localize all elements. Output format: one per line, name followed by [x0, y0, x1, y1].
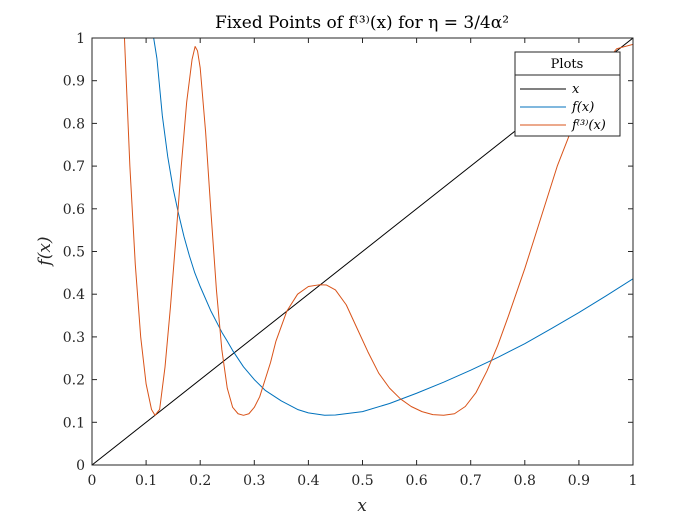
y-axis-label: f(x) — [35, 236, 55, 267]
x-tick-label: 0.8 — [514, 473, 536, 489]
series-line-f3x — [123, 38, 633, 416]
x-tick-label: 0.5 — [351, 473, 373, 489]
legend-label-x: x — [572, 82, 580, 97]
x-tick-label: 0.9 — [568, 473, 590, 489]
ticks-layer: 0 0.1 0.2 0.3 0.4 0.5 0.6 0.7 0.8 0.9 1 0 0.1 0.2 0.3 0… — [63, 31, 638, 489]
y-tick-label: 0.2 — [63, 373, 85, 389]
y-tick-label: 0.8 — [63, 116, 85, 132]
y-tick-label: 0.7 — [63, 159, 85, 175]
y-tick-label: 0.1 — [63, 415, 85, 431]
legend: Plots x f(x) f⁽³⁾(x) — [514, 51, 621, 137]
x-tick-label: 0.3 — [243, 473, 265, 489]
x-tick-label: 0.1 — [135, 473, 157, 489]
x-tick-label: 0 — [88, 473, 97, 489]
x-axis-label: x — [357, 496, 367, 516]
plot-box — [91, 37, 634, 466]
y-tick-label: 0 — [76, 458, 85, 474]
y-tick-label: 0.6 — [63, 202, 85, 218]
y-tick-label: 0.4 — [63, 287, 85, 303]
legend-box — [514, 51, 621, 137]
x-tick-label: 0.6 — [405, 473, 427, 489]
y-tick-label: 0.3 — [63, 330, 85, 346]
y-tick-label: 0.5 — [63, 245, 85, 261]
x-tick-label: 0.2 — [189, 473, 211, 489]
series-line-fx — [153, 38, 633, 416]
y-tick-label: 1 — [76, 31, 85, 47]
legend-label-fx: f(x) — [571, 100, 594, 115]
legend-label-f3x: f⁽³⁾(x) — [571, 118, 606, 133]
x-tick-label: 0.7 — [460, 473, 482, 489]
legend-title: Plots — [551, 57, 584, 72]
chart-title: Fixed Points of f⁽³⁾(x) for η = 3/4α² — [215, 13, 509, 33]
x-tick-label: 0.4 — [297, 473, 319, 489]
y-tick-label: 0.9 — [63, 74, 85, 90]
x-tick-label: 1 — [629, 473, 638, 489]
